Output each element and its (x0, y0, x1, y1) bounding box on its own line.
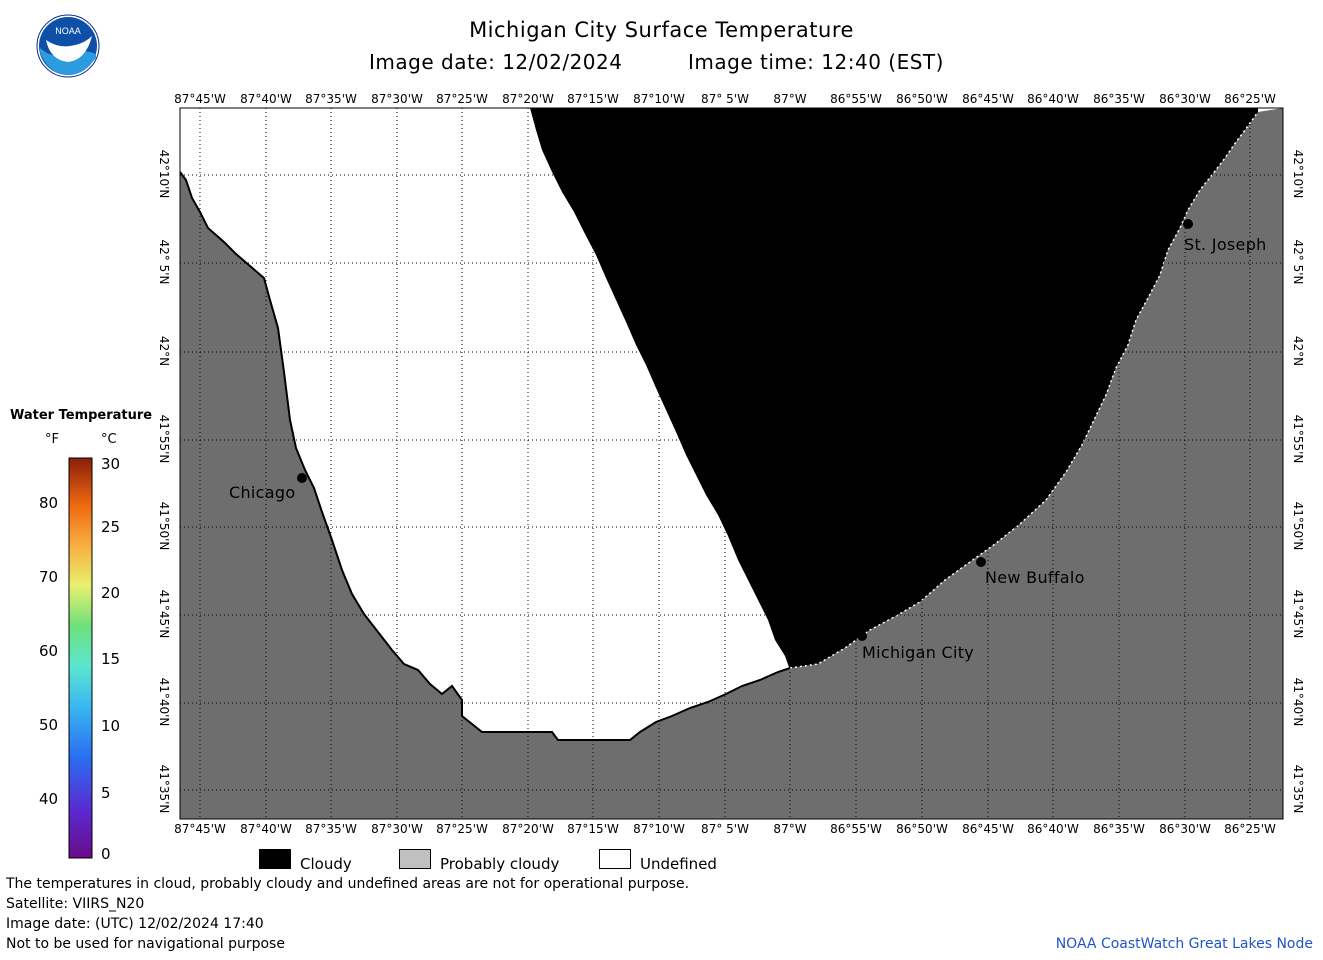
longitude-label: 87°W (773, 92, 807, 106)
latitude-label: 41°35'N (1291, 764, 1305, 814)
longitude-label: 86°45'W (962, 822, 1014, 836)
shoreline (179, 171, 791, 741)
celsius-tick: 5 (101, 784, 111, 802)
cloudy-region (530, 108, 1258, 670)
longitude-label: 86°40'W (1027, 822, 1079, 836)
key-probably-cloudy-label: Probably cloudy (440, 855, 560, 873)
fahrenheit-tick: 80 (39, 494, 59, 512)
longitude-label: 87°30'W (371, 92, 423, 106)
longitude-label: 86°45'W (962, 92, 1014, 106)
key-probably-cloudy-swatch (399, 849, 431, 869)
celsius-tick: 20 (101, 584, 121, 602)
noaa-logo-text: NOAA (55, 26, 81, 36)
key-undefined-swatch (599, 849, 631, 869)
longitude-label: 86°40'W (1027, 92, 1079, 106)
longitude-label: 87°15'W (567, 92, 619, 106)
longitude-label: 86°55'W (830, 822, 882, 836)
footer-credit: NOAA CoastWatch Great Lakes Node (1055, 936, 1313, 952)
latitude-label: 41°45'N (1291, 589, 1305, 639)
noaa-logo: NOAA (36, 14, 100, 78)
longitude-label: 87°20'W (502, 92, 554, 106)
longitude-label: 87° 5'W (701, 92, 749, 106)
celsius-tick: 0 (101, 845, 111, 863)
latitude-label: 41°50'N (1291, 501, 1305, 551)
city-label-chicago: Chicago (229, 483, 296, 502)
longitude-label: 87°35'W (305, 822, 357, 836)
st-joseph-marker (1183, 219, 1193, 229)
latitude-label: 42°10'N (157, 149, 171, 199)
unit-celsius: °C (101, 432, 117, 447)
celsius-tick: 15 (101, 650, 121, 668)
celsius-tick: 25 (101, 518, 121, 536)
longitude-label: 87°45'W (174, 822, 226, 836)
longitude-label: 87°15'W (567, 822, 619, 836)
latitude-label: 42°N (1291, 335, 1305, 367)
map-title: Michigan City Surface Temperature (469, 18, 854, 42)
fahrenheit-tick: 50 (39, 716, 59, 734)
longitude-label: 87°10'W (633, 822, 685, 836)
shoreline-east (789, 111, 1259, 669)
unit-fahrenheit: °F (45, 432, 59, 447)
fahrenheit-tick: 40 (39, 790, 59, 808)
longitude-label: 86°50'W (896, 92, 948, 106)
city-label-new-buffalo: New Buffalo (985, 568, 1085, 587)
footer-satellite: Satellite: VIIRS_N20 (6, 896, 145, 912)
latitude-label: 41°55'N (157, 414, 171, 464)
land-west (180, 108, 1283, 819)
longitude-label: 87°30'W (371, 822, 423, 836)
celsius-tick: 30 (101, 455, 121, 473)
footer-utc-date: Image date: (UTC) 12/02/2024 17:40 (6, 916, 264, 932)
longitude-label: 87°40'W (240, 822, 292, 836)
longitude-label: 87° 5'W (701, 822, 749, 836)
longitude-label: 87°35'W (305, 92, 357, 106)
image-date: Image date: 12/02/2024 (369, 50, 623, 74)
fahrenheit-tick: 60 (39, 642, 59, 660)
longitude-label: 87°45'W (174, 92, 226, 106)
latitude-label: 41°40'N (157, 677, 171, 727)
key-cloudy-swatch (259, 849, 291, 869)
footer-navigation-warning: Not to be used for navigational purpose (6, 936, 285, 952)
michigan-city-marker (857, 631, 867, 641)
new-buffalo-marker (976, 557, 986, 567)
footer-disclaimer: The temperatures in cloud, probably clou… (6, 876, 690, 892)
longitude-label: 86°25'W (1224, 92, 1276, 106)
latitude-label: 41°45'N (157, 589, 171, 639)
grid-lines (180, 108, 1283, 819)
image-time: Image time: 12:40 (EST) (688, 50, 944, 74)
latitude-label: 41°55'N (1291, 414, 1305, 464)
city-label-st-joseph: St. Joseph (1184, 235, 1267, 254)
longitude-label: 86°35'W (1093, 92, 1145, 106)
longitude-label: 86°55'W (830, 92, 882, 106)
longitude-label: 87°25'W (436, 822, 488, 836)
city-label-michigan-city: Michigan City (862, 643, 975, 662)
longitude-label: 86°50'W (896, 822, 948, 836)
latitude-label: 41°35'N (157, 764, 171, 814)
longitude-label: 86°30'W (1159, 822, 1211, 836)
longitude-label: 87°W (773, 822, 807, 836)
temperature-color-bar (68, 457, 93, 859)
latitude-label: 41°50'N (157, 501, 171, 551)
legend-title: Water Temperature (10, 408, 153, 423)
fahrenheit-tick: 70 (39, 568, 59, 586)
latitude-label: 41°40'N (1291, 677, 1305, 727)
longitude-label: 86°30'W (1159, 92, 1211, 106)
key-cloudy-label: Cloudy (300, 855, 352, 873)
celsius-tick: 10 (101, 717, 121, 735)
latitude-label: 42°N (157, 335, 171, 367)
key-undefined-label: Undefined (640, 855, 717, 873)
longitude-label: 86°25'W (1224, 822, 1276, 836)
latitude-label: 42°10'N (1291, 149, 1305, 199)
longitude-label: 86°35'W (1093, 822, 1145, 836)
map-frame (179, 107, 1284, 820)
chicago-marker (297, 473, 307, 483)
latitude-label: 42° 5'N (157, 239, 171, 285)
longitude-label: 87°25'W (436, 92, 488, 106)
latitude-label: 42° 5'N (1291, 239, 1305, 285)
longitude-label: 87°20'W (502, 822, 554, 836)
longitude-label: 87°10'W (633, 92, 685, 106)
longitude-label: 87°40'W (240, 92, 292, 106)
